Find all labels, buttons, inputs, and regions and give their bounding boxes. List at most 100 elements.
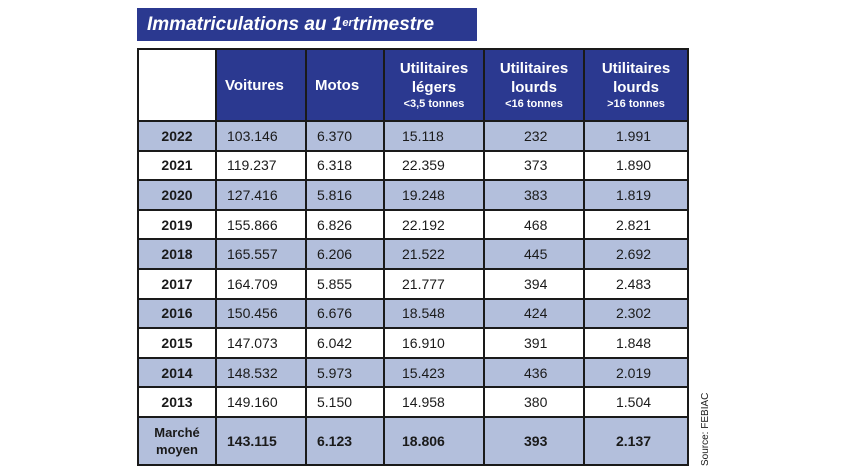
year-cell: 2021 [137,149,217,182]
header-subtitle: <16 tonnes [505,98,563,110]
table-header: Voitures Motos Utilitaires légers <3,5 t… [137,48,689,122]
voitures-cell: 165.557 [215,238,307,270]
voitures-cell: 103.146 [215,120,307,152]
utilitaires-lourds-16-cell: 445 [483,238,585,270]
average-row: Marché moyen 143.115 6.123 18.806 393 2.… [137,415,689,466]
motos-cell: 6.370 [305,120,385,152]
utilitaires-lourds-16-cell: 380 [483,386,585,418]
motos-cell: 5.973 [305,356,385,389]
voitures-cell: 127.416 [215,179,307,211]
title-rest: trimestre [352,13,435,35]
header-corner [137,48,217,122]
header-utilitaires-lourds-16: Utilitaires lourds <16 tonnes [483,48,585,122]
average-label-line: Marché [154,424,200,440]
year-cell: 2016 [137,297,217,330]
utilitaires-lourds-16plus-cell: 2.019 [583,356,689,389]
motos-cell: 6.042 [305,327,385,359]
utilitaires-lourds-16plus-cell: 1.819 [583,179,689,211]
motos-cell: 6.206 [305,238,385,270]
table-row: 2018 165.557 6.206 21.522 445 2.692 [137,238,689,270]
registrations-table: Voitures Motos Utilitaires légers <3,5 t… [137,48,689,466]
utilitaires-legers-cell: 21.777 [383,267,485,300]
utilitaires-lourds-16-cell: 436 [483,356,585,389]
header-voitures: Voitures [215,48,307,122]
year-cell: 2018 [137,238,217,270]
header-utilitaires-lourds-16plus: Utilitaires lourds >16 tonnes [583,48,689,122]
utilitaires-lourds-16plus-cell: 2.692 [583,238,689,270]
average-label: Marché moyen [137,415,217,466]
voitures-cell: 150.456 [215,297,307,330]
table-row: 2019 155.866 6.826 22.192 468 2.821 [137,208,689,241]
header-motos: Motos [305,48,385,122]
average-utilitaires-lourds-16-cell: 393 [483,415,585,466]
table-row: 2022 103.146 6.370 15.118 232 1.991 [137,120,689,152]
utilitaires-lourds-16-cell: 232 [483,120,585,152]
utilitaires-lourds-16-cell: 383 [483,179,585,211]
utilitaires-lourds-16plus-cell: 2.483 [583,267,689,300]
header-line: lourds [511,79,557,96]
voitures-cell: 148.532 [215,356,307,389]
utilitaires-legers-cell: 21.522 [383,238,485,270]
header-line: Utilitaires [499,60,569,77]
year-cell: 2013 [137,386,217,418]
table-row: 2021 119.237 6.318 22.359 373 1.890 [137,149,689,182]
title-main: Immatriculations au 1 [147,13,343,35]
motos-cell: 5.855 [305,267,385,300]
year-cell: 2014 [137,356,217,389]
voitures-cell: 155.866 [215,208,307,241]
utilitaires-lourds-16plus-cell: 1.504 [583,386,689,418]
header-subtitle: <3,5 tonnes [403,98,465,110]
average-utilitaires-legers-cell: 18.806 [383,415,485,466]
motos-cell: 5.150 [305,386,385,418]
voitures-cell: 119.237 [215,149,307,182]
table-row: 2020 127.416 5.816 19.248 383 1.819 [137,179,689,211]
table-title: Immatriculations au 1 er trimestre [137,8,477,41]
utilitaires-lourds-16-cell: 391 [483,327,585,359]
voitures-cell: 149.160 [215,386,307,418]
average-label-line: moyen [156,441,198,457]
utilitaires-legers-cell: 15.423 [383,356,485,389]
table-row: 2015 147.073 6.042 16.910 391 1.848 [137,327,689,359]
average-voitures-cell: 143.115 [215,415,307,466]
average-motos-cell: 6.123 [305,415,385,466]
utilitaires-lourds-16plus-cell: 1.890 [583,149,689,182]
table-row: 2017 164.709 5.855 21.777 394 2.483 [137,267,689,300]
voitures-cell: 164.709 [215,267,307,300]
header-line: légers [411,79,457,96]
header-row: Voitures Motos Utilitaires légers <3,5 t… [137,48,689,122]
year-cell: 2022 [137,120,217,152]
voitures-cell: 147.073 [215,327,307,359]
header-line: Utilitaires [399,60,469,77]
source-note: Source: FEBIAC [700,392,711,466]
utilitaires-legers-cell: 19.248 [383,179,485,211]
title-superscript: er [342,16,353,29]
utilitaires-legers-cell: 18.548 [383,297,485,330]
table-body: 2022 103.146 6.370 15.118 232 1.991 2021… [137,120,689,418]
utilitaires-lourds-16plus-cell: 1.848 [583,327,689,359]
table-row: 2016 150.456 6.676 18.548 424 2.302 [137,297,689,330]
utilitaires-lourds-16-cell: 468 [483,208,585,241]
utilitaires-lourds-16plus-cell: 1.991 [583,120,689,152]
table-footer: Marché moyen 143.115 6.123 18.806 393 2.… [137,415,689,466]
header-line: lourds [613,79,659,96]
utilitaires-legers-cell: 22.359 [383,149,485,182]
year-cell: 2015 [137,327,217,359]
average-utilitaires-lourds-16plus-cell: 2.137 [583,415,689,466]
motos-cell: 6.826 [305,208,385,241]
utilitaires-lourds-16plus-cell: 2.302 [583,297,689,330]
motos-cell: 6.318 [305,149,385,182]
header-line: Utilitaires [601,60,671,77]
table-row: 2013 149.160 5.150 14.958 380 1.504 [137,386,689,418]
year-cell: 2019 [137,208,217,241]
table-row: 2014 148.532 5.973 15.423 436 2.019 [137,356,689,389]
utilitaires-lourds-16-cell: 394 [483,267,585,300]
utilitaires-legers-cell: 14.958 [383,386,485,418]
utilitaires-legers-cell: 22.192 [383,208,485,241]
utilitaires-lourds-16-cell: 424 [483,297,585,330]
motos-cell: 6.676 [305,297,385,330]
utilitaires-lourds-16-cell: 373 [483,149,585,182]
year-cell: 2017 [137,267,217,300]
motos-cell: 5.816 [305,179,385,211]
header-subtitle: >16 tonnes [607,98,665,110]
utilitaires-lourds-16plus-cell: 2.821 [583,208,689,241]
